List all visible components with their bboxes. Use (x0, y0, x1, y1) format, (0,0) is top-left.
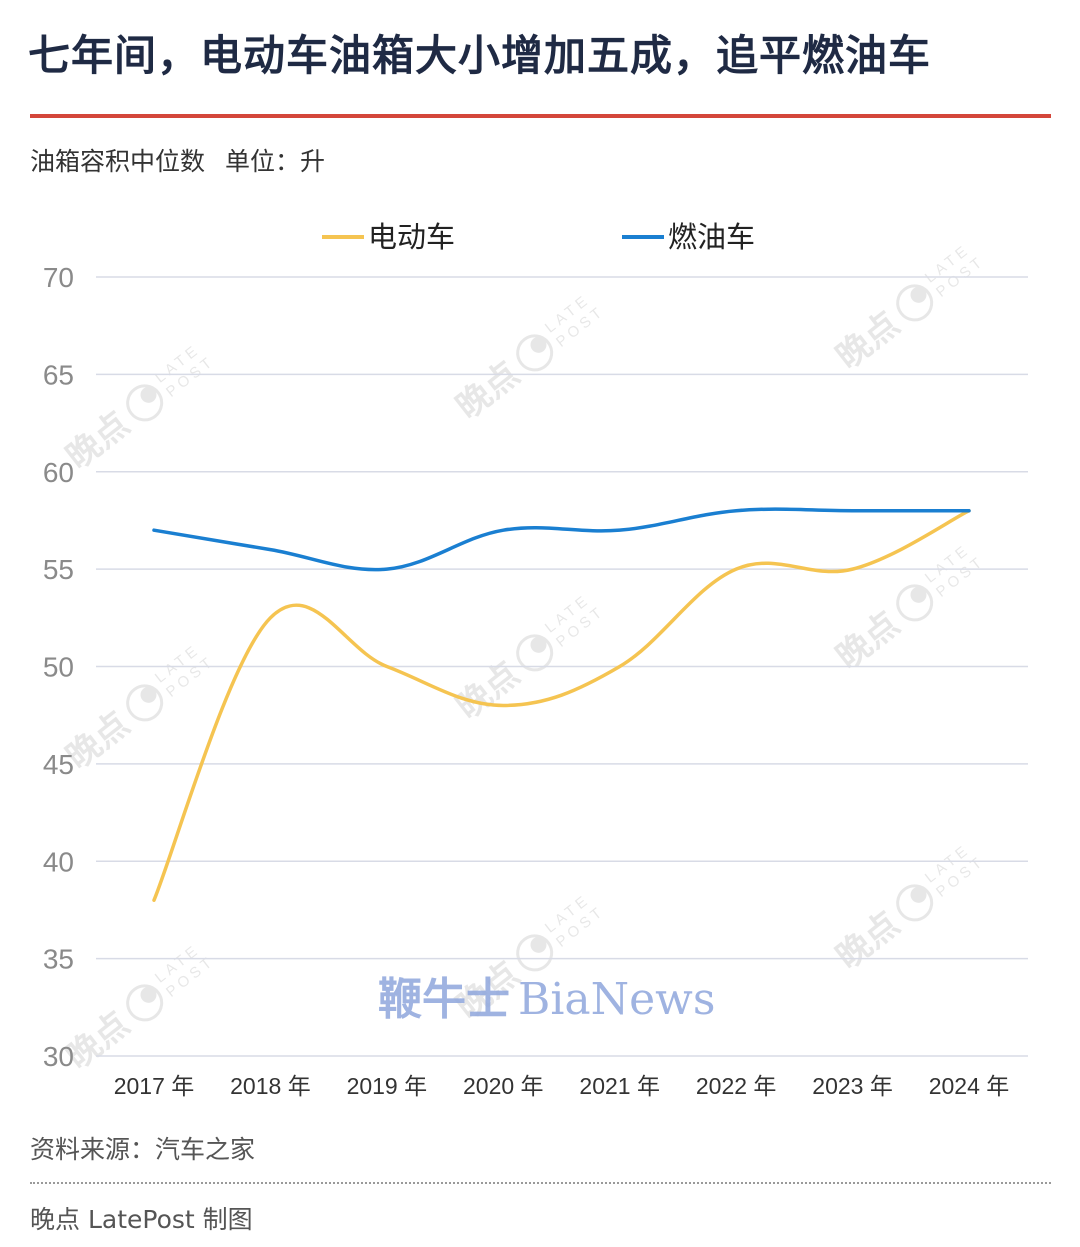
x-tick-label: 2024 年 (929, 1073, 1010, 1099)
y-tick-label: 65 (43, 359, 74, 390)
y-tick-label: 70 (43, 262, 74, 293)
watermark-cn-text: 晚点 (830, 305, 907, 377)
watermark-logo-dot-icon (140, 986, 157, 1003)
bianews-watermark: 鞭牛士 BiaNews (378, 974, 715, 1025)
watermark-logo-icon (516, 334, 554, 372)
series-lines (152, 507, 971, 902)
legend-label: 燃油车 (668, 221, 755, 254)
y-tick-label: 50 (43, 652, 74, 683)
x-tick-label: 2017 年 (114, 1073, 195, 1099)
watermark-logo-dot-icon (910, 886, 927, 903)
chart-title: 七年间，电动车油箱大小增加五成，追平燃油车 (28, 31, 932, 80)
watermark-logo-dot-icon (530, 936, 547, 953)
source-note: 资料来源：汽车之家 (30, 1135, 256, 1164)
y-tick-label: 40 (43, 846, 74, 877)
legend-label: 电动车 (368, 221, 455, 254)
subtitle-text: 油箱容积中位数 (30, 147, 206, 176)
gridlines (96, 276, 1028, 1057)
watermark-logo-icon (126, 384, 164, 422)
chart-subtitle: 油箱容积中位数 单位：升 (30, 142, 325, 178)
footer-divider (30, 1182, 1051, 1184)
credit-note: 晚点 LatePost 制图 (30, 1205, 253, 1234)
y-tick-label: 35 (43, 944, 74, 975)
bianews-en-text: BiaNews (518, 974, 715, 1025)
watermark-logo-icon (126, 984, 164, 1022)
watermark-cn-text: 晚点 (830, 905, 907, 977)
series-line (152, 507, 971, 572)
x-tick-label: 2021 年 (579, 1073, 660, 1099)
x-tick-label: 2020 年 (463, 1073, 544, 1099)
x-tick-label: 2018 年 (230, 1073, 311, 1099)
x-tick-label: 2019 年 (347, 1073, 428, 1099)
title-divider (30, 114, 1051, 118)
series-line (152, 508, 971, 902)
watermark-logo-dot-icon (530, 636, 547, 653)
x-tick-label: 2023 年 (812, 1073, 893, 1099)
watermark-logo-icon (896, 884, 934, 922)
bianews-cn-text: 鞭牛士 (378, 974, 510, 1025)
watermark-logo-dot-icon (140, 686, 157, 703)
y-tick-label: 55 (43, 554, 74, 585)
x-axis-ticks: 2017 年 2018 年 2019 年 2020 年 2021 年 2022 年 2023… (114, 1073, 1010, 1099)
watermark-logo-dot-icon (910, 586, 927, 603)
watermark-logo-dot-icon (530, 336, 547, 353)
y-tick-label: 30 (43, 1041, 74, 1072)
watermark-logo-icon (126, 684, 164, 722)
y-axis-ticks: 30 35 40 45 50 55 60 65 70 (43, 262, 74, 1072)
x-tick-label: 2022 年 (696, 1073, 777, 1099)
watermark-logo-icon (516, 934, 554, 972)
legend: 电动车 燃油车 (322, 221, 755, 254)
unit-label: 单位：升 (225, 147, 326, 176)
watermark-cn-text: 晚点 (450, 655, 527, 727)
y-tick-label: 45 (43, 749, 74, 780)
watermark-logo-dot-icon (910, 286, 927, 303)
watermark-logo-dot-icon (140, 386, 157, 403)
watermark-cn-text: 晚点 (450, 355, 527, 427)
watermark-logo-icon (896, 284, 934, 322)
y-tick-label: 60 (43, 457, 74, 488)
watermark-logo-icon (896, 584, 934, 622)
